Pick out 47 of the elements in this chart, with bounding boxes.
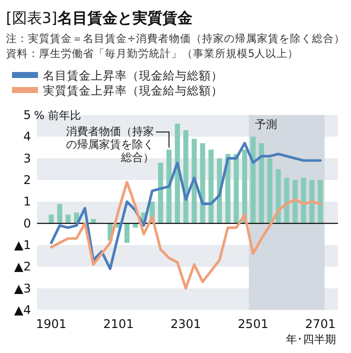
bar (258, 143, 264, 224)
x-tick-label: 2301 (170, 317, 202, 331)
x-tick-label: 2701 (305, 317, 336, 331)
bar (318, 180, 323, 224)
bar (309, 180, 314, 224)
text: 注：実質賃金＝名目賃金÷消費者物価（持家の帰属家賃を除く総合） (6, 32, 345, 45)
bar (158, 162, 164, 224)
y-tick-label: 1 (23, 194, 31, 209)
bar (267, 158, 272, 224)
series-label: 消費者物価（持家の帰属家賃を除く総合） (65, 125, 154, 164)
line-series (50, 180, 322, 290)
bar (57, 204, 62, 224)
y-tick-label: ▲2 (14, 260, 31, 274)
bar (250, 136, 256, 224)
bar (234, 154, 239, 224)
bar (48, 214, 54, 224)
y-tick-label: ▲4 (14, 303, 31, 317)
bar (166, 150, 172, 224)
y-tick-label: 3 (23, 151, 31, 166)
y-tick-label: 4 (23, 130, 31, 144)
y-tick-label: 0 (23, 216, 31, 230)
x-tick-label: 2501 (238, 317, 268, 331)
y-tick-label: 2 (23, 173, 31, 187)
bar (183, 130, 188, 224)
bar (301, 178, 306, 224)
x-tick-label: 1901 (36, 317, 67, 331)
x-axis-title: 年･四半期 (286, 333, 336, 346)
bar (174, 124, 180, 224)
bar (124, 223, 130, 243)
y-tick-label: ▲3 (14, 281, 31, 296)
bar (66, 214, 71, 224)
bar (208, 150, 214, 224)
legend-label: 実質賃金上昇率（現金給与総額） (43, 84, 223, 98)
chart-title: [図表3]名目賃金と実質賃金 (6, 9, 192, 27)
text: 資料：厚生労働省「毎月勤労統計」（事業所規模5人以上） (6, 47, 299, 60)
bar (192, 138, 197, 224)
y-tick-label: 5 (23, 108, 31, 122)
bar (200, 143, 206, 224)
bar (292, 180, 298, 224)
bar (242, 150, 248, 224)
x-tick-label: 2101 (103, 317, 134, 331)
legend-label: 名目賃金上昇率（現金給与総額） (43, 68, 223, 82)
bar (276, 169, 281, 224)
bar (284, 178, 290, 224)
y-tick-label: ▲1 (14, 238, 31, 252)
y-axis-title: % 前年比 (34, 108, 81, 122)
band-label: 予測 (254, 118, 277, 131)
